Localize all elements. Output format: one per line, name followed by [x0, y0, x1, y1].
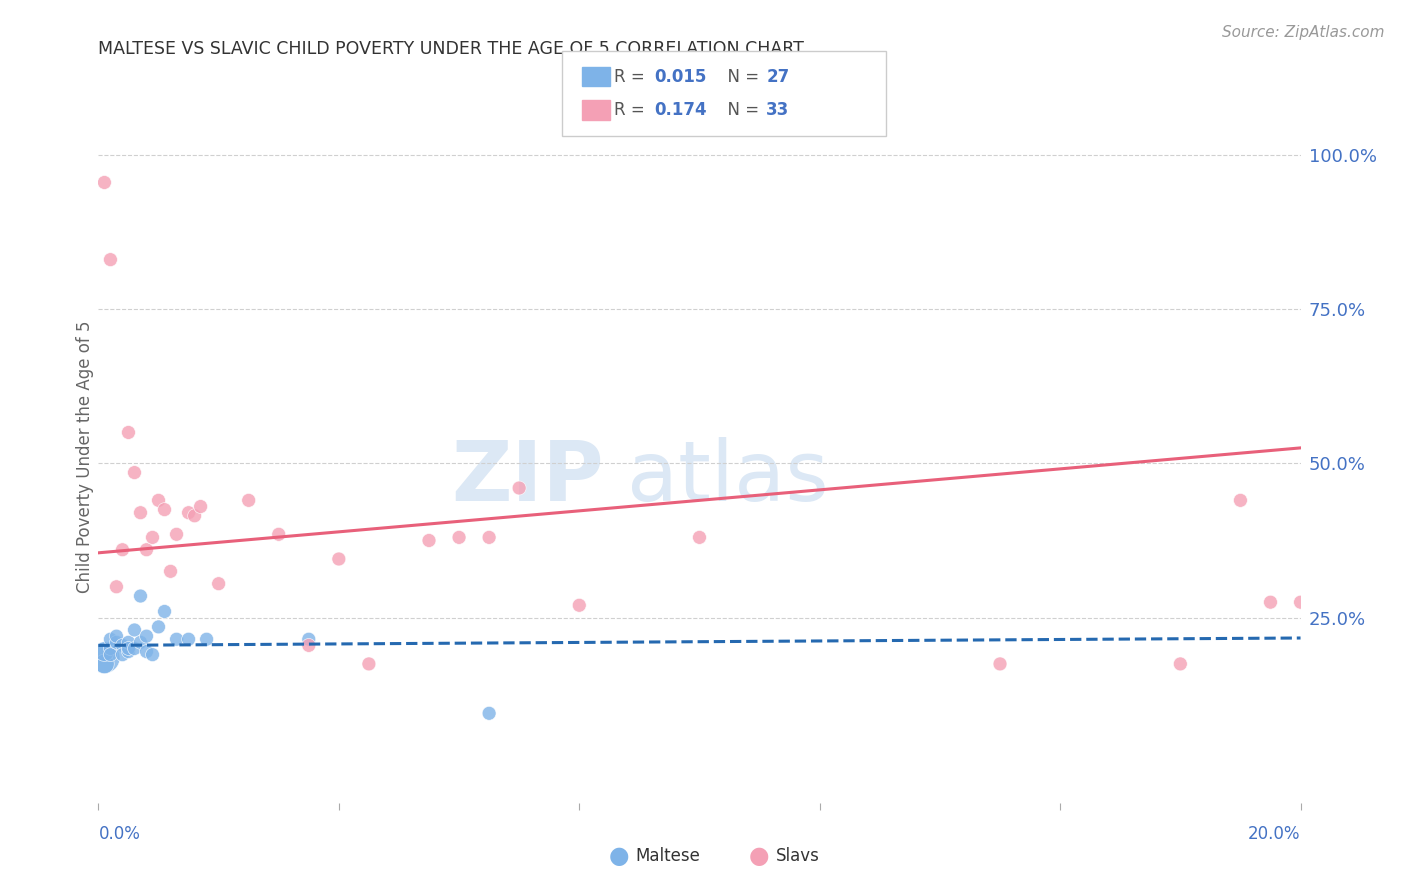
Point	[328, 552, 350, 566]
Text: MALTESE VS SLAVIC CHILD POVERTY UNDER THE AGE OF 5 CORRELATION CHART: MALTESE VS SLAVIC CHILD POVERTY UNDER TH…	[98, 40, 804, 58]
Point	[208, 576, 231, 591]
Point	[267, 527, 290, 541]
Point	[111, 639, 134, 653]
Point	[195, 632, 218, 647]
Y-axis label: Child Poverty Under the Age of 5: Child Poverty Under the Age of 5	[76, 321, 94, 593]
Point	[238, 493, 260, 508]
Point	[166, 527, 188, 541]
Point	[478, 530, 501, 544]
Point	[100, 641, 122, 656]
Point	[100, 252, 122, 267]
Text: 0.174: 0.174	[654, 101, 706, 119]
Text: ●: ●	[609, 845, 628, 868]
Point	[111, 542, 134, 557]
Point	[190, 500, 212, 514]
Point	[357, 657, 380, 671]
Text: ●: ●	[749, 845, 769, 868]
Point	[141, 530, 163, 544]
Point	[447, 530, 470, 544]
Point	[105, 635, 128, 649]
Point	[117, 635, 139, 649]
Point	[124, 641, 146, 656]
Point	[508, 481, 530, 495]
Point	[129, 506, 152, 520]
Point	[124, 466, 146, 480]
Point	[183, 508, 205, 523]
Point	[93, 644, 115, 658]
Point	[298, 639, 321, 653]
Point	[105, 629, 128, 643]
Point	[988, 657, 1011, 671]
Point	[117, 641, 139, 656]
Point	[93, 657, 115, 671]
Point	[124, 623, 146, 637]
Text: R =: R =	[614, 68, 651, 86]
Text: 27: 27	[766, 68, 790, 86]
Point	[117, 425, 139, 440]
Text: ZIP: ZIP	[451, 437, 603, 518]
Point	[129, 589, 152, 603]
Text: Source: ZipAtlas.com: Source: ZipAtlas.com	[1222, 25, 1385, 40]
Point	[166, 632, 188, 647]
Point	[478, 706, 501, 721]
Text: 0.0%: 0.0%	[98, 825, 141, 843]
Text: 20.0%: 20.0%	[1249, 825, 1301, 843]
Point	[111, 648, 134, 662]
Point	[129, 635, 152, 649]
Text: atlas: atlas	[627, 437, 830, 518]
Text: Slavs: Slavs	[776, 847, 820, 865]
Point	[135, 644, 157, 658]
Text: Maltese: Maltese	[636, 847, 700, 865]
Point	[148, 620, 170, 634]
Point	[159, 565, 181, 579]
Point	[153, 604, 176, 618]
Text: 33: 33	[766, 101, 790, 119]
Point	[93, 650, 115, 665]
Point	[568, 599, 591, 613]
Point	[177, 506, 200, 520]
Text: N =: N =	[717, 101, 765, 119]
Point	[1229, 493, 1251, 508]
Point	[418, 533, 440, 548]
Point	[177, 632, 200, 647]
Point	[1289, 595, 1312, 609]
Point	[689, 530, 711, 544]
Point	[153, 502, 176, 516]
Point	[298, 632, 321, 647]
Text: R =: R =	[614, 101, 651, 119]
Point	[1170, 657, 1192, 671]
Point	[135, 629, 157, 643]
Text: 0.015: 0.015	[654, 68, 706, 86]
Text: N =: N =	[717, 68, 765, 86]
Point	[117, 644, 139, 658]
Point	[1260, 595, 1282, 609]
Point	[105, 580, 128, 594]
Point	[93, 176, 115, 190]
Point	[135, 542, 157, 557]
Point	[100, 632, 122, 647]
Point	[141, 648, 163, 662]
Point	[100, 648, 122, 662]
Point	[148, 493, 170, 508]
